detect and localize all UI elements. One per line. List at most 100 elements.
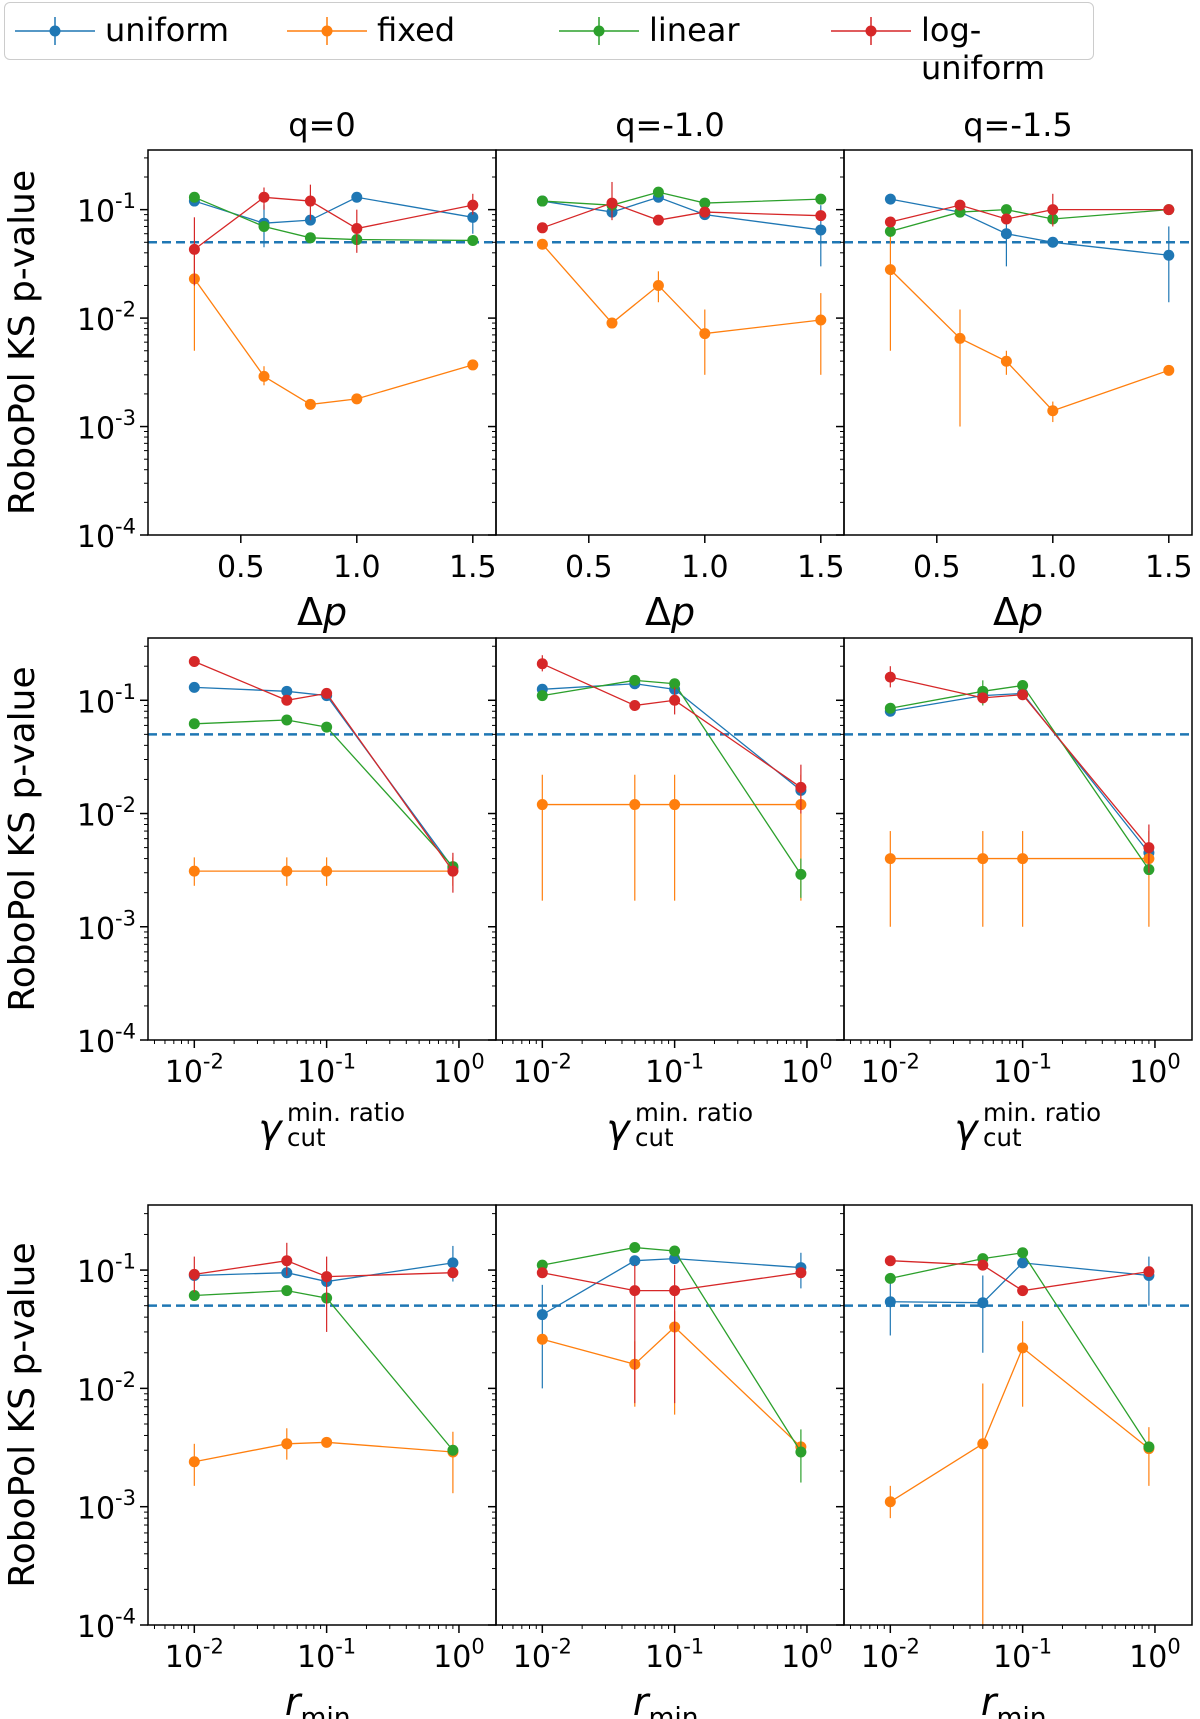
data-point (321, 1271, 333, 1283)
series-line (194, 660, 454, 872)
data-point (669, 678, 681, 690)
data-point (669, 694, 681, 706)
x-axis-label-sup: min. ratio (287, 1098, 405, 1127)
data-point (188, 1268, 200, 1280)
data-point (188, 681, 200, 693)
series-uniform (188, 681, 459, 874)
data-point (281, 1285, 293, 1297)
data-point (1000, 228, 1012, 240)
panel-frame (147, 1204, 497, 1626)
series-linear (188, 191, 479, 246)
series-log-uniform (188, 656, 459, 893)
y-tick-label: 10-1​ (77, 680, 136, 721)
data-point (652, 279, 664, 291)
data-point (258, 220, 270, 232)
y-tick-label: 10-2​ (77, 793, 136, 834)
data-point (884, 216, 896, 228)
data-point (977, 853, 989, 865)
series-uniform (536, 1252, 807, 1389)
data-point (606, 197, 618, 209)
x-axis-label: Δp (993, 590, 1043, 634)
series-linear (884, 1247, 1155, 1453)
legend-label: log-uniform (921, 11, 1046, 87)
data-point (795, 868, 807, 880)
data-point (188, 1456, 200, 1468)
series-line (890, 1252, 1150, 1448)
legend-marker-log-uniform (831, 17, 911, 45)
series-line (194, 1289, 454, 1451)
panel-data (844, 666, 1192, 927)
series-log-uniform (188, 1242, 459, 1332)
data-point (281, 714, 293, 726)
data-point (1017, 1342, 1029, 1354)
data-point (1047, 236, 1059, 248)
series-line (194, 1441, 453, 1463)
legend-item-fixed: fixed (277, 3, 549, 59)
y-tick-label: 10-1​ (77, 1250, 136, 1291)
series-line (194, 1262, 453, 1283)
x-axis-label: rmin.​ (285, 1680, 359, 1719)
series-line (542, 663, 802, 788)
x-tick-label: 10-1​ (993, 1635, 1052, 1676)
data-point (467, 234, 479, 246)
panel: 10-1​ 10-2​ 10-3​ 10-4​ 10-2​ 10-1​ 100​ rmin.​ (77, 1204, 497, 1719)
data-point (629, 1285, 641, 1297)
data-point (1163, 204, 1175, 216)
series-line (542, 191, 821, 206)
series-fixed (536, 774, 807, 901)
x-tick-label: 100​ (781, 1050, 833, 1091)
data-point (447, 1267, 459, 1279)
legend-label: uniform (105, 11, 230, 49)
x-tick-label: 100​ (1129, 1635, 1181, 1676)
series-fixed (188, 242, 479, 410)
x-axis-label-sub: cut (635, 1123, 674, 1152)
series-log-uniform (884, 1255, 1155, 1297)
series-fixed (884, 831, 1155, 927)
x-axis-label-base: γ (258, 1107, 283, 1152)
x-tick-label: 10-1​ (645, 1635, 704, 1676)
panel-title: q=-1.0 (615, 106, 725, 144)
series-line (890, 208, 1169, 233)
series-line (193, 278, 473, 406)
y-tick-label: 10-3​ (77, 906, 136, 947)
y-tick-label: 10-1​ (77, 189, 136, 230)
x-axis-label: rmin.​ (633, 1680, 707, 1719)
data-point (351, 223, 363, 235)
data-point (977, 1259, 989, 1271)
data-point (447, 1257, 459, 1269)
series-fixed (884, 1321, 1155, 1625)
y-axis-label: RoboPol KS p-value (2, 1242, 43, 1587)
data-point (304, 195, 316, 207)
series-log-uniform (536, 655, 807, 814)
data-point (884, 702, 896, 714)
data-point (699, 328, 711, 340)
x-tick-label: 1.0 (681, 550, 729, 585)
data-point (699, 206, 711, 218)
data-point (536, 1333, 548, 1345)
data-point (815, 314, 827, 326)
x-tick-label: 10-1​ (645, 1050, 704, 1091)
data-point (884, 225, 896, 237)
data-point (815, 224, 827, 236)
x-axis-label-sup: min. ratio (635, 1098, 753, 1127)
data-point (1017, 689, 1029, 701)
series-line (194, 196, 473, 224)
data-point (884, 1272, 896, 1284)
x-tick-label: 10-2​ (861, 1635, 920, 1676)
data-point (795, 1267, 807, 1279)
data-point (321, 865, 333, 877)
data-point (795, 781, 807, 793)
panel-data (496, 1242, 844, 1483)
legend-item-log-uniform: log-uniform (821, 3, 1093, 87)
panel: q=-1.5 0.5 1.0 1.5 Δp (836, 106, 1193, 634)
panel-title: q=0 (288, 106, 355, 144)
series-uniform (884, 687, 1155, 859)
series-line (890, 1262, 1149, 1304)
data-point (536, 1267, 548, 1279)
data-point (652, 214, 664, 226)
data-point (652, 186, 664, 198)
